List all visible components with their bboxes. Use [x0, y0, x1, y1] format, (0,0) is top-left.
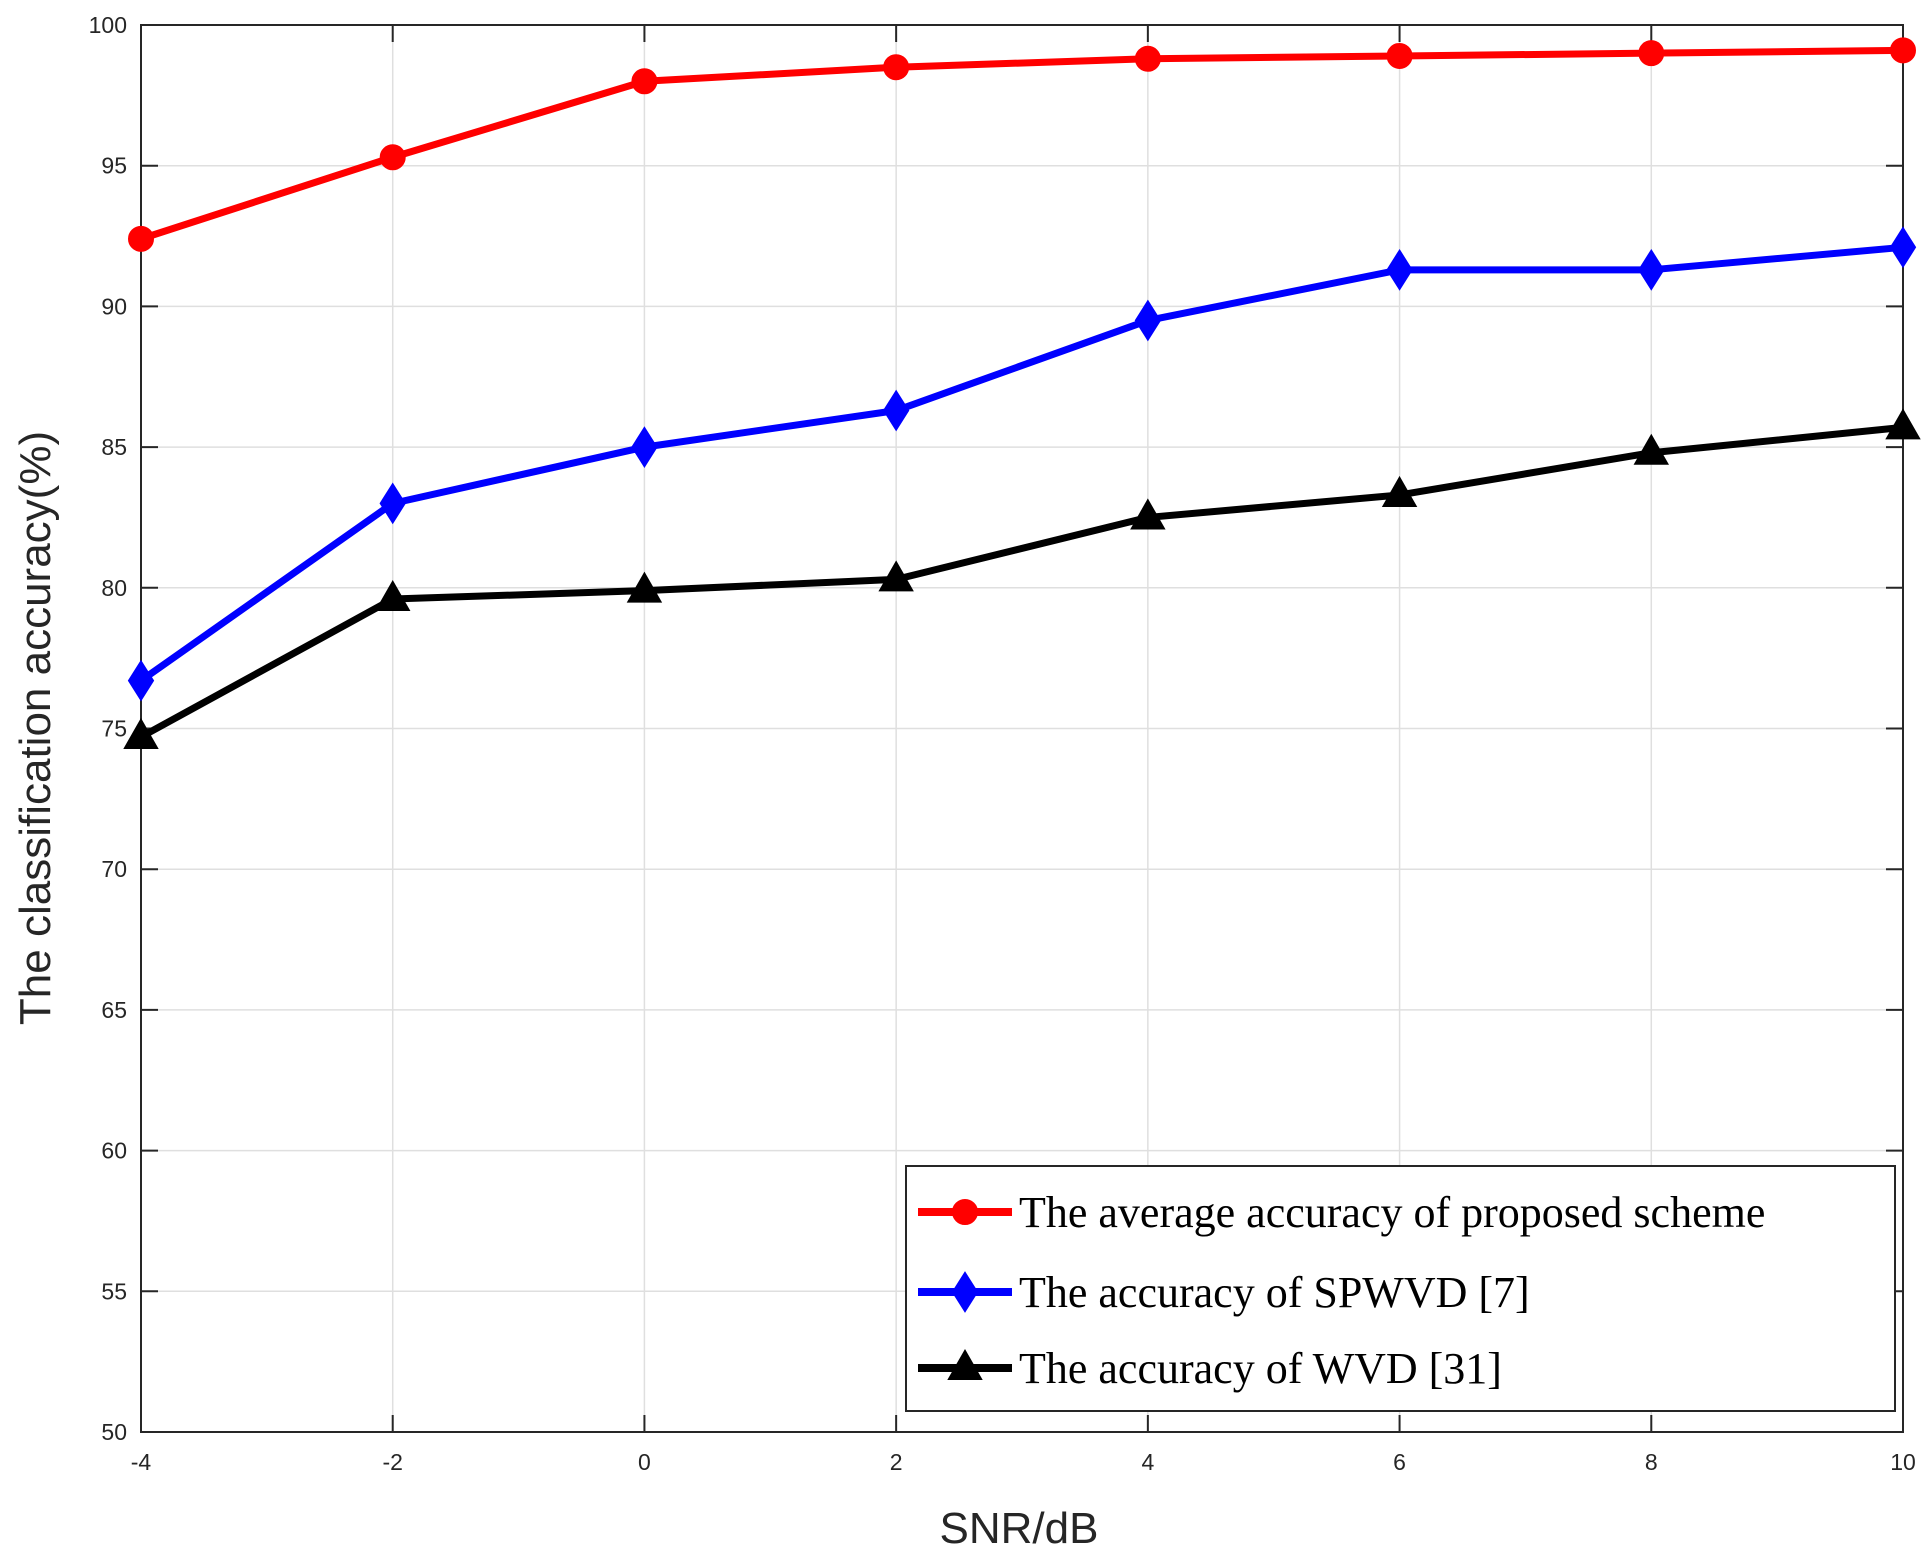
- data-point: [631, 426, 658, 468]
- y-tick-label: 60: [101, 1138, 127, 1164]
- legend-marker-spwvd: [951, 1271, 979, 1313]
- series-layer: [123, 37, 1921, 749]
- data-point: [1890, 37, 1916, 64]
- y-tick-label: 85: [101, 434, 127, 460]
- data-point: [1633, 433, 1670, 465]
- data-point: [379, 144, 406, 171]
- y-tick-label: 100: [89, 12, 127, 38]
- legend-label-proposed: The average accuracy of proposed scheme: [1019, 1188, 1765, 1237]
- y-tick-label: 95: [101, 153, 127, 179]
- data-point: [1885, 408, 1921, 440]
- x-tick-label: 8: [1645, 1449, 1658, 1475]
- series-line: [139, 423, 1904, 741]
- data-point: [1130, 498, 1166, 530]
- data-point: [1381, 475, 1418, 507]
- data-point: [1386, 248, 1413, 291]
- y-tick-label: 75: [101, 716, 127, 742]
- x-tick-label: 10: [1890, 1449, 1916, 1475]
- series-1: [128, 37, 1916, 252]
- legend-items: The average accuracy of proposed scheme …: [918, 1188, 1765, 1393]
- legend: The average accuracy of proposed scheme …: [905, 1165, 1896, 1412]
- series-2: [127, 226, 1917, 702]
- data-point: [127, 659, 155, 702]
- data-point: [878, 560, 914, 592]
- x-tick-label: 2: [890, 1449, 903, 1475]
- data-point: [128, 225, 154, 252]
- legend-box: [905, 1165, 1896, 1412]
- x-tick-label: 6: [1393, 1449, 1406, 1475]
- x-tick-label: -2: [382, 1449, 402, 1475]
- data-point: [374, 580, 411, 612]
- x-tick-label: 4: [1141, 1449, 1154, 1475]
- legend-marker-shape: [947, 1348, 983, 1380]
- data-point: [1134, 299, 1162, 342]
- y-axis-title: The classification accuracy(%): [11, 431, 60, 1025]
- legend-marker-shape: [952, 1199, 978, 1225]
- y-tick-label: 65: [101, 997, 127, 1023]
- data-point: [1638, 248, 1665, 291]
- x-tick-label: 0: [638, 1449, 651, 1475]
- legend-label-spwvd: The accuracy of SPWVD [7]: [1019, 1268, 1530, 1317]
- data-point: [882, 389, 910, 432]
- x-tick-label: -4: [131, 1449, 152, 1475]
- series-3: [123, 408, 1921, 749]
- y-tick-label: 80: [101, 575, 127, 601]
- y-tick-label: 50: [101, 1419, 127, 1445]
- legend-marker-proposed: [952, 1199, 978, 1225]
- data-point: [631, 68, 658, 95]
- data-point: [883, 54, 910, 81]
- legend-label-wvd: The accuracy of WVD [31]: [1019, 1344, 1502, 1393]
- axis-ticks: -4 -2 0 2 4 6 8 10 50 55 60 65 70 75 80 85 90 95 100: [89, 12, 1916, 1475]
- data-point: [1889, 226, 1917, 269]
- data-point: [379, 482, 406, 525]
- data-point: [123, 717, 159, 749]
- data-point: [1134, 45, 1161, 72]
- data-point: [1638, 40, 1665, 67]
- legend-marker-wvd: [947, 1348, 983, 1380]
- y-tick-label: 55: [101, 1278, 127, 1304]
- data-point: [1386, 42, 1413, 69]
- series-line: [139, 46, 1904, 243]
- y-tick-label: 70: [101, 856, 127, 882]
- legend-marker-shape: [951, 1271, 979, 1313]
- series-line: [138, 243, 1904, 684]
- y-tick-label: 90: [101, 293, 127, 319]
- data-point: [626, 571, 663, 603]
- x-axis-title: SNR/dB: [940, 1504, 1099, 1553]
